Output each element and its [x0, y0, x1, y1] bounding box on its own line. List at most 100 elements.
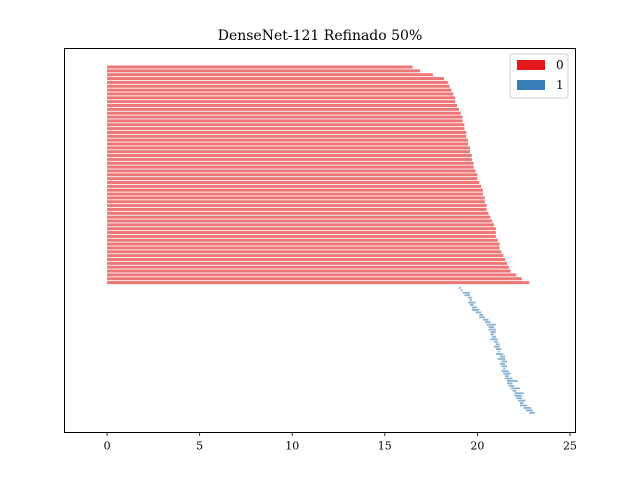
- bar-class-1: [475, 311, 482, 314]
- bar-class-0: [107, 73, 433, 77]
- bar-class-0: [107, 150, 470, 154]
- legend-label-1: 1: [556, 78, 564, 92]
- bar-class-1: [508, 385, 515, 387]
- bar-class-0: [107, 134, 467, 138]
- bar-class-1: [469, 304, 474, 306]
- bar-class-0: [107, 242, 500, 246]
- bar-class-0: [107, 273, 517, 277]
- bar-class-1: [501, 365, 507, 368]
- bar-class-1: [488, 328, 496, 331]
- bar-class-1: [484, 321, 491, 324]
- bar-class-0: [107, 107, 459, 111]
- bar-class-1: [458, 287, 461, 289]
- bar-class-1: [494, 340, 498, 343]
- bar-class-1: [479, 313, 483, 316]
- bar-class-0: [107, 161, 474, 165]
- bar-class-0: [107, 265, 509, 269]
- bar-class-0: [107, 146, 470, 150]
- bar-class-1: [497, 358, 506, 360]
- bar-class-0: [107, 227, 496, 231]
- bar-class-1: [529, 411, 535, 414]
- bar-class-1: [486, 323, 496, 326]
- bar-class-1: [512, 389, 517, 392]
- bar-class-0: [107, 219, 493, 223]
- bar-class-0: [107, 261, 507, 265]
- bar-class-1: [492, 336, 496, 338]
- bar-class-0: [107, 215, 491, 219]
- bar-class-1: [519, 402, 524, 404]
- bar-class-0: [107, 100, 456, 104]
- bar-class-0: [107, 207, 487, 211]
- bar-class-1: [490, 338, 498, 341]
- bar-class-0: [107, 258, 506, 261]
- bar-class-0: [107, 204, 487, 208]
- bar-class-1: [499, 355, 506, 358]
- bar-class-0: [107, 238, 498, 242]
- bar-class-0: [107, 154, 472, 158]
- legend: 0 1: [509, 53, 569, 99]
- bar-class-0: [107, 88, 452, 92]
- bar-class-1: [514, 394, 522, 397]
- bar-class-0: [107, 200, 485, 204]
- bar-class-1: [495, 348, 502, 351]
- bar-class-1: [469, 299, 472, 302]
- bar-class-0: [107, 165, 474, 169]
- bar-class-1: [479, 316, 485, 319]
- bar-class-0: [107, 84, 450, 88]
- bar-class-1: [507, 380, 519, 382]
- bar-class-1: [462, 291, 470, 294]
- bar-class-0: [107, 181, 480, 184]
- bar-class-0: [107, 231, 496, 235]
- bar-class-1: [494, 345, 500, 348]
- bar-class-0: [107, 269, 511, 273]
- bar-class-1: [497, 350, 500, 353]
- bar-class-0: [107, 173, 478, 177]
- bar-class-0: [107, 254, 504, 258]
- bar-class-1: [507, 382, 513, 385]
- bar-class-1: [518, 399, 526, 402]
- x-tick-label: 0: [104, 440, 111, 453]
- bar-class-1: [471, 309, 480, 311]
- bar-class-1: [523, 407, 532, 409]
- chart-title: DenseNet-121 Refinado 50%: [218, 28, 423, 44]
- bar-class-1: [495, 343, 500, 346]
- bar-class-1: [468, 301, 476, 304]
- x-tick-label: 10: [285, 440, 299, 453]
- bar-class-1: [482, 318, 489, 321]
- bar-class-1: [503, 367, 506, 370]
- bar-class-1: [525, 409, 533, 412]
- bar-class-0: [107, 65, 413, 69]
- bar-class-0: [107, 196, 485, 200]
- bar-class-0: [107, 177, 478, 181]
- x-tick-label: 20: [470, 440, 484, 453]
- x-tick-label: 25: [563, 440, 577, 453]
- bars-group: [107, 65, 535, 414]
- bar-class-0: [107, 142, 469, 146]
- bar-class-1: [501, 360, 507, 363]
- bar-class-0: [107, 96, 456, 100]
- bar-class-0: [107, 223, 495, 227]
- bar-class-1: [505, 377, 513, 380]
- bar-class-0: [107, 111, 461, 115]
- legend-swatch-0: [517, 60, 545, 70]
- x-axis-ticks: 0 5 10 15 20 25: [104, 432, 577, 453]
- bar-class-0: [107, 277, 522, 281]
- bar-class-0: [107, 188, 483, 192]
- bar-class-0: [107, 127, 465, 131]
- bar-class-0: [107, 211, 489, 215]
- bar-class-0: [107, 92, 454, 96]
- bar-class-0: [107, 157, 472, 161]
- bar-class-0: [107, 130, 467, 134]
- bar-class-0: [107, 119, 463, 123]
- legend-swatch-1: [517, 80, 545, 90]
- bar-class-1: [505, 375, 509, 377]
- bar-class-1: [488, 326, 495, 328]
- bar-class-0: [107, 246, 500, 250]
- axes-frame: [64, 48, 576, 433]
- bar-class-0: [107, 69, 420, 73]
- x-tick-label: 15: [378, 440, 392, 453]
- bar-class-0: [107, 234, 496, 238]
- x-tick-label: 5: [196, 440, 203, 453]
- bar-class-1: [516, 397, 522, 400]
